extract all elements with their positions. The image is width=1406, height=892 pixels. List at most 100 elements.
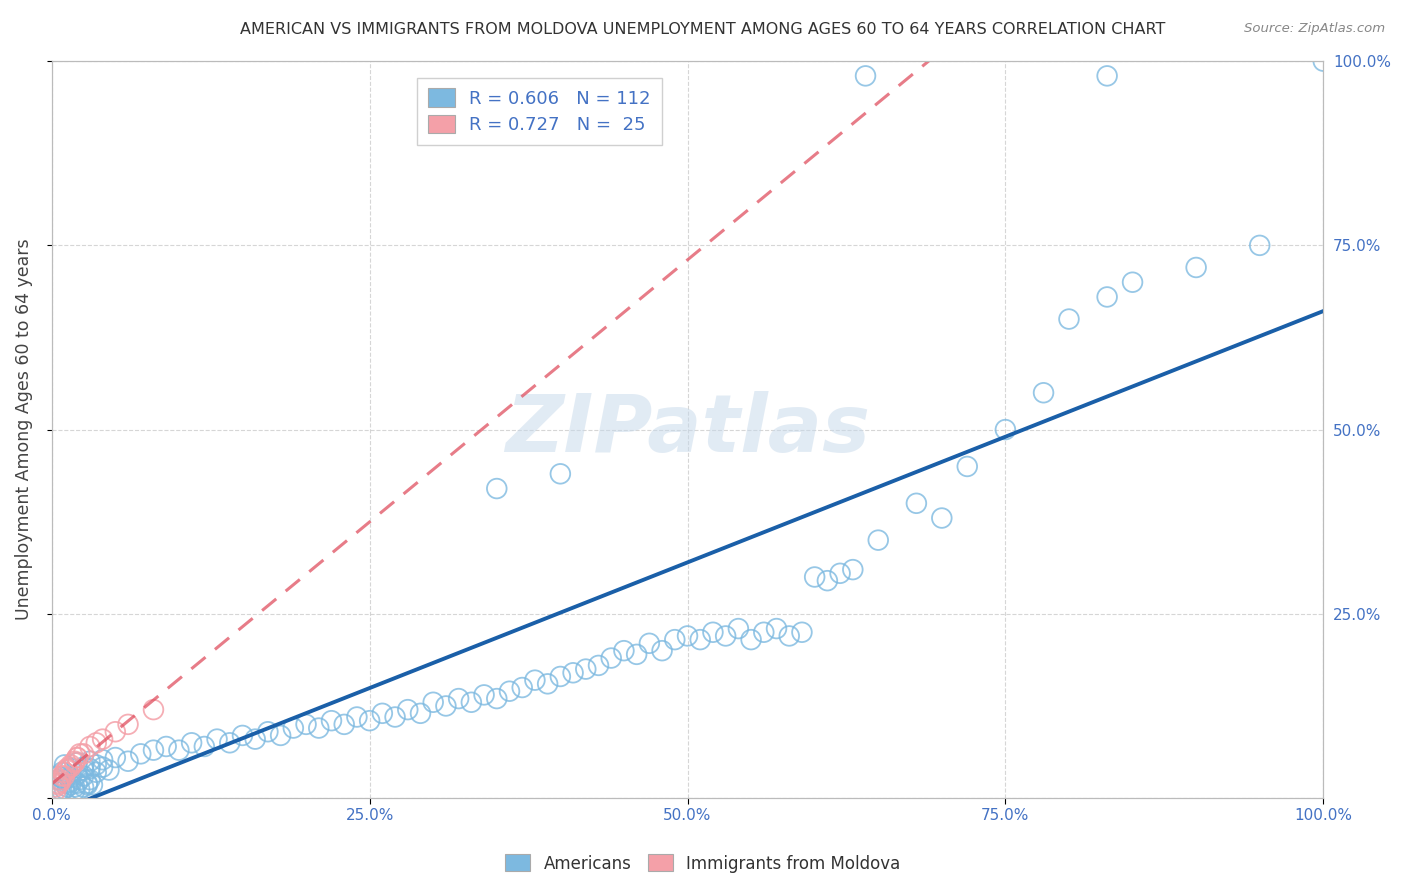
Point bbox=[72, 780, 94, 794]
Text: AMERICAN VS IMMIGRANTS FROM MOLDOVA UNEMPLOYMENT AMONG AGES 60 TO 64 YEARS CORRE: AMERICAN VS IMMIGRANTS FROM MOLDOVA UNEM… bbox=[240, 22, 1166, 37]
Point bbox=[613, 643, 636, 657]
Point bbox=[72, 769, 94, 783]
Point bbox=[53, 758, 76, 772]
Point bbox=[59, 775, 82, 789]
Point bbox=[994, 423, 1017, 437]
Point bbox=[59, 760, 82, 774]
Point bbox=[51, 765, 73, 780]
Point bbox=[588, 658, 610, 673]
Point bbox=[575, 662, 598, 676]
Point bbox=[1095, 290, 1118, 304]
Text: ZIPatlas: ZIPatlas bbox=[505, 391, 870, 468]
Point bbox=[1032, 385, 1054, 400]
Point bbox=[76, 778, 98, 792]
Point bbox=[562, 665, 585, 680]
Point bbox=[46, 778, 69, 792]
Point bbox=[69, 747, 91, 761]
Point bbox=[600, 651, 623, 665]
Point bbox=[45, 783, 67, 797]
Point bbox=[155, 739, 177, 754]
Point bbox=[333, 717, 356, 731]
Point bbox=[205, 732, 228, 747]
Point bbox=[1312, 54, 1334, 69]
Point bbox=[790, 625, 813, 640]
Point bbox=[740, 632, 762, 647]
Point bbox=[142, 703, 165, 717]
Point bbox=[308, 721, 330, 735]
Point bbox=[523, 673, 546, 688]
Point bbox=[1122, 275, 1144, 289]
Point bbox=[664, 632, 686, 647]
Point bbox=[117, 754, 139, 768]
Point bbox=[51, 771, 73, 785]
Text: Source: ZipAtlas.com: Source: ZipAtlas.com bbox=[1244, 22, 1385, 36]
Point bbox=[727, 622, 749, 636]
Point bbox=[485, 482, 508, 496]
Point bbox=[79, 754, 101, 768]
Point bbox=[59, 778, 82, 792]
Point bbox=[815, 574, 838, 588]
Point bbox=[193, 739, 215, 754]
Point bbox=[956, 459, 979, 474]
Point bbox=[778, 629, 800, 643]
Point bbox=[79, 762, 101, 776]
Point bbox=[752, 625, 775, 640]
Point bbox=[434, 698, 457, 713]
Point bbox=[409, 706, 432, 721]
Point bbox=[49, 775, 72, 789]
Point bbox=[51, 769, 73, 783]
Point bbox=[117, 717, 139, 731]
Point bbox=[91, 753, 114, 767]
Point bbox=[447, 691, 470, 706]
Point bbox=[46, 776, 69, 790]
Point bbox=[82, 778, 104, 792]
Point bbox=[66, 756, 89, 770]
Point bbox=[714, 629, 737, 643]
Point bbox=[295, 717, 318, 731]
Point bbox=[460, 695, 482, 709]
Point bbox=[422, 695, 444, 709]
Point bbox=[63, 783, 86, 797]
Point bbox=[59, 771, 82, 785]
Point bbox=[104, 750, 127, 764]
Point bbox=[510, 681, 533, 695]
Point bbox=[59, 758, 82, 772]
Point bbox=[868, 533, 890, 548]
Point bbox=[91, 732, 114, 747]
Point bbox=[72, 763, 94, 777]
Point bbox=[931, 511, 953, 525]
Point bbox=[63, 780, 86, 794]
Point bbox=[84, 765, 107, 780]
Point bbox=[359, 714, 381, 728]
Point bbox=[270, 728, 292, 742]
Point bbox=[905, 496, 928, 510]
Point bbox=[53, 765, 76, 780]
Point bbox=[485, 691, 508, 706]
Point bbox=[550, 669, 572, 683]
Point bbox=[321, 714, 343, 728]
Point bbox=[1249, 238, 1271, 252]
Point bbox=[689, 632, 711, 647]
Point bbox=[676, 629, 699, 643]
Point bbox=[245, 732, 267, 747]
Point bbox=[98, 763, 121, 777]
Point bbox=[46, 785, 69, 799]
Point bbox=[371, 706, 394, 721]
Legend: R = 0.606   N = 112, R = 0.727   N =  25: R = 0.606 N = 112, R = 0.727 N = 25 bbox=[416, 78, 661, 145]
Point bbox=[1185, 260, 1208, 275]
Point bbox=[56, 762, 79, 776]
Point bbox=[72, 760, 94, 774]
Point bbox=[56, 776, 79, 790]
Point bbox=[142, 743, 165, 757]
Point bbox=[765, 622, 787, 636]
Point bbox=[129, 747, 152, 761]
Point bbox=[66, 767, 89, 781]
Point bbox=[56, 763, 79, 777]
Point bbox=[855, 69, 877, 83]
Point bbox=[1095, 69, 1118, 83]
Point bbox=[46, 769, 69, 783]
Point bbox=[104, 724, 127, 739]
Point bbox=[63, 756, 86, 770]
Point bbox=[56, 780, 79, 794]
Point bbox=[498, 684, 520, 698]
